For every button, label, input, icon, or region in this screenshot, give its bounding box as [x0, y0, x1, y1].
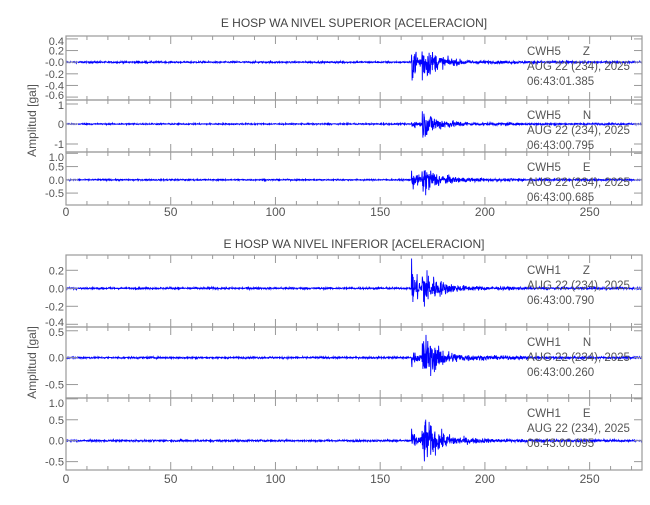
panel-frame	[65, 151, 643, 206]
time-label: 06:43:01.385	[527, 76, 594, 88]
date-label: AUG 22 (234), 2025	[527, 280, 630, 292]
y-tick-label: -0.5	[45, 457, 64, 469]
y-tick-label: 0.2	[49, 265, 64, 277]
y-tick-label: -0.5	[45, 188, 64, 200]
station-code: CWH5	[527, 110, 561, 122]
station-code: CWH1	[527, 408, 561, 420]
chart-0: E HOSP WA NIVEL SUPERIOR [ACELERACION] Am…	[25, 16, 643, 219]
y-tick-label: 0.0	[49, 283, 64, 295]
time-label: 06:43:00.790	[527, 295, 594, 307]
component-code: N	[583, 110, 591, 122]
station-code: CWH5	[527, 162, 561, 174]
waveform-trace	[65, 334, 643, 377]
x-tick-label: 0	[63, 205, 70, 219]
y-tick-label: 1.0	[49, 152, 64, 164]
x-tick-label: 100	[265, 205, 285, 219]
station-code: CWH1	[527, 337, 561, 349]
y-tick-label: -0.2	[45, 301, 64, 313]
date-label: AUG 22 (234), 2025	[527, 61, 630, 73]
x-tick-label: 250	[580, 472, 600, 486]
component-code: N	[583, 337, 591, 349]
y-tick-label: -1	[54, 139, 64, 151]
date-label: AUG 22 (234), 2025	[527, 125, 630, 137]
station-code: CWH5	[527, 46, 561, 58]
x-tick-label: 250	[580, 205, 600, 219]
station-label: CWH5 N	[527, 110, 591, 122]
y-tick-label: 1.0	[49, 398, 64, 410]
y-tick-label: -0.4	[45, 80, 64, 92]
waveform-trace	[65, 170, 643, 196]
waveform-trace	[65, 419, 643, 462]
y-tick-label: 0	[58, 119, 64, 131]
component-code: Z	[583, 46, 590, 58]
date-label: AUG 22 (234), 2025	[527, 352, 630, 364]
date-label: AUG 22 (234), 2025	[527, 423, 630, 435]
waveform-trace	[65, 51, 643, 81]
y-tick-label: -0.5	[45, 380, 64, 392]
trace-panel-CWH1-Z: -0.4 -0.2 0.0 0.2 CWH1 Z AUG 22 (234), 2025 06:…	[45, 254, 643, 329]
waveform-trace	[65, 111, 643, 138]
chart-title: E HOSP WA NIVEL SUPERIOR [ACELERACION]	[221, 16, 487, 30]
y-tick-label: -0.4	[45, 317, 64, 329]
x-tick-label: 200	[475, 472, 495, 486]
station-code: CWH1	[527, 265, 561, 277]
y-tick-label: 0.5	[49, 415, 64, 427]
trace-panel-CWH5-N: -1 0 1 CWH5 N AUG 22 (234), 2025 06:43:00.795	[54, 99, 643, 153]
x-tick-label: 50	[164, 205, 178, 219]
y-tick-label: -0.2	[45, 69, 64, 81]
y-tick-label: 0.0	[49, 175, 64, 187]
time-label: 06:43:00.685	[527, 192, 594, 204]
y-tick-label: 0.4	[49, 36, 64, 48]
y-tick-label: 0.2	[49, 46, 64, 58]
x-tick-label: 200	[475, 205, 495, 219]
station-label: CWH1 Z	[527, 265, 590, 277]
x-tick-label: 150	[370, 472, 390, 486]
y-axis-label: Amplitud [gal]	[25, 326, 39, 399]
y-axis-label: Amplitud [gal]	[25, 84, 39, 157]
chart-1: E HOSP WA NIVEL INFERIOR [ACELERACION] Am…	[25, 237, 643, 486]
station-label: CWH5 E	[527, 162, 591, 174]
trace-panel-CWH1-E: -0.5 0.0 0.5 1.0 CWH1 E AUG 22 (234), 2025 06:4…	[45, 397, 643, 471]
y-tick-label: 0.5	[49, 327, 64, 339]
y-tick-label: 1	[58, 100, 64, 112]
time-label: 06:43:00.795	[527, 140, 594, 152]
trace-panel-CWH1-N: -0.5 0.0 0.5 CWH1 N AUG 22 (234), 2025 06:43:0…	[45, 326, 643, 399]
station-label: CWH5 Z	[527, 46, 590, 58]
x-tick-label: 100	[265, 472, 285, 486]
station-label: CWH1 N	[527, 337, 591, 349]
trace-panel-CWH5-Z: -0.6-0.4-0.2-0.00.20.4 CWH5 Z AUG 22 (234),…	[45, 35, 643, 102]
x-tick-label: 0	[63, 472, 70, 486]
y-tick-label: 0.0	[49, 436, 64, 448]
component-code: Z	[583, 265, 590, 277]
component-code: E	[583, 408, 591, 420]
y-tick-label: -0.0	[45, 57, 64, 69]
x-tick-label: 50	[164, 472, 178, 486]
y-tick-label: -0.6	[45, 90, 64, 102]
trace-panel-CWH5-E: -0.50.00.51.0 CWH5 E AUG 22 (234), 2025 06:4…	[45, 151, 643, 206]
y-tick-label: 0.5	[49, 162, 64, 174]
x-tick-label: 150	[370, 205, 390, 219]
time-label: 06:43:00.260	[527, 367, 594, 379]
chart-title: E HOSP WA NIVEL INFERIOR [ACELERACION]	[224, 237, 485, 251]
station-label: CWH1 E	[527, 408, 591, 420]
y-tick-label: 0.0	[49, 353, 64, 365]
component-code: E	[583, 162, 591, 174]
panel-frame	[65, 397, 643, 471]
time-label: 06:43:00.095	[527, 438, 594, 450]
waveform-trace	[65, 258, 643, 307]
date-label: AUG 22 (234), 2025	[527, 177, 630, 189]
